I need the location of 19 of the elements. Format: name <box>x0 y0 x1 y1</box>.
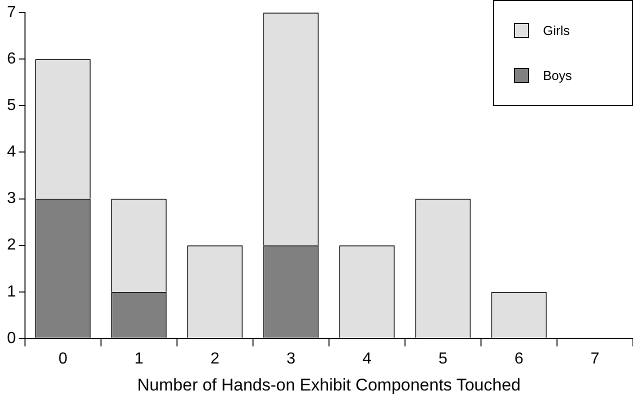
x-tick-label: 1 <box>134 350 144 368</box>
y-tick-label: 0 <box>6 330 16 347</box>
y-tick-label: 4 <box>6 144 16 161</box>
y-tick-label: 6 <box>6 50 16 68</box>
x-tick-label: 3 <box>286 350 296 368</box>
x-tick-label: 2 <box>210 350 220 368</box>
y-tick-label: 1 <box>6 283 16 300</box>
legend-label: Boys <box>543 68 572 83</box>
y-tick-label: 2 <box>6 236 16 254</box>
x-axis-title: Number of Hands-on Exhibit Components Touched <box>137 375 521 394</box>
x-tick-label: 6 <box>514 350 524 368</box>
y-tick-label: 7 <box>6 4 16 22</box>
y-tick-label: 3 <box>6 190 16 208</box>
legend-label: Girls <box>543 23 570 38</box>
x-tick-label: 7 <box>590 350 600 368</box>
x-tick-label: 4 <box>362 350 372 368</box>
y-tick-label: 5 <box>6 97 16 114</box>
x-tick-label: 0 <box>58 350 68 368</box>
x-tick-label: 5 <box>438 350 448 368</box>
